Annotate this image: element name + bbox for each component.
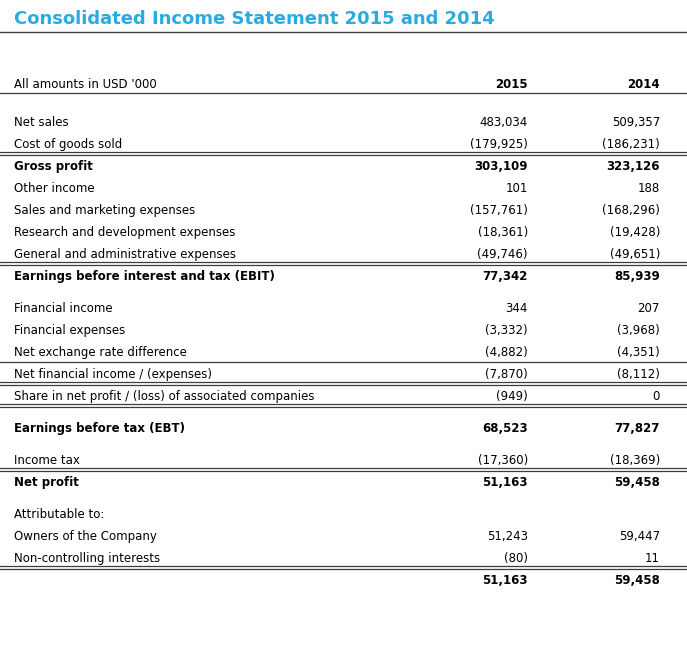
- Text: (17,360): (17,360): [477, 454, 528, 467]
- Text: 207: 207: [638, 302, 660, 315]
- Text: (7,870): (7,870): [485, 368, 528, 381]
- Text: (186,231): (186,231): [602, 138, 660, 151]
- Text: (8,112): (8,112): [617, 368, 660, 381]
- Text: 85,939: 85,939: [614, 270, 660, 283]
- Text: Sales and marketing expenses: Sales and marketing expenses: [14, 204, 195, 217]
- Text: (949): (949): [496, 390, 528, 403]
- Text: 509,357: 509,357: [611, 116, 660, 129]
- Text: (80): (80): [504, 552, 528, 565]
- Text: Attributable to:: Attributable to:: [14, 508, 104, 521]
- Text: (19,428): (19,428): [609, 226, 660, 239]
- Text: 483,034: 483,034: [480, 116, 528, 129]
- Text: 0: 0: [653, 390, 660, 403]
- Text: (49,746): (49,746): [477, 248, 528, 261]
- Text: 344: 344: [506, 302, 528, 315]
- Text: Cost of goods sold: Cost of goods sold: [14, 138, 122, 151]
- Text: Net profit: Net profit: [14, 476, 79, 489]
- Text: Other income: Other income: [14, 182, 95, 195]
- Text: (49,651): (49,651): [609, 248, 660, 261]
- Text: (3,968): (3,968): [617, 324, 660, 337]
- Text: Net exchange rate difference: Net exchange rate difference: [14, 346, 187, 359]
- Text: 2015: 2015: [495, 78, 528, 91]
- Text: 51,163: 51,163: [482, 574, 528, 587]
- Text: Gross profit: Gross profit: [14, 160, 93, 173]
- Text: Net financial income / (expenses): Net financial income / (expenses): [14, 368, 212, 381]
- Text: 101: 101: [506, 182, 528, 195]
- Text: 188: 188: [638, 182, 660, 195]
- Text: (157,761): (157,761): [470, 204, 528, 217]
- Text: Share in net profit / (loss) of associated companies: Share in net profit / (loss) of associat…: [14, 390, 315, 403]
- Text: Non-controlling interests: Non-controlling interests: [14, 552, 160, 565]
- Text: 51,243: 51,243: [487, 530, 528, 543]
- Text: (168,296): (168,296): [602, 204, 660, 217]
- Text: (3,332): (3,332): [486, 324, 528, 337]
- Text: 68,523: 68,523: [482, 422, 528, 435]
- Text: Income tax: Income tax: [14, 454, 80, 467]
- Text: (4,882): (4,882): [485, 346, 528, 359]
- Text: 59,447: 59,447: [619, 530, 660, 543]
- Text: Owners of the Company: Owners of the Company: [14, 530, 157, 543]
- Text: Consolidated Income Statement 2015 and 2014: Consolidated Income Statement 2015 and 2…: [14, 10, 495, 28]
- Text: Earnings before interest and tax (EBIT): Earnings before interest and tax (EBIT): [14, 270, 275, 283]
- Text: Financial income: Financial income: [14, 302, 113, 315]
- Text: (18,361): (18,361): [477, 226, 528, 239]
- Text: 323,126: 323,126: [607, 160, 660, 173]
- Text: 51,163: 51,163: [482, 476, 528, 489]
- Text: General and administrative expenses: General and administrative expenses: [14, 248, 236, 261]
- Text: Financial expenses: Financial expenses: [14, 324, 125, 337]
- Text: 59,458: 59,458: [614, 574, 660, 587]
- Text: (4,351): (4,351): [617, 346, 660, 359]
- Text: Research and development expenses: Research and development expenses: [14, 226, 236, 239]
- Text: 59,458: 59,458: [614, 476, 660, 489]
- Text: 11: 11: [645, 552, 660, 565]
- Text: 77,342: 77,342: [483, 270, 528, 283]
- Text: (18,369): (18,369): [610, 454, 660, 467]
- Text: (179,925): (179,925): [470, 138, 528, 151]
- Text: 2014: 2014: [627, 78, 660, 91]
- Text: Earnings before tax (EBT): Earnings before tax (EBT): [14, 422, 185, 435]
- Text: All amounts in USD '000: All amounts in USD '000: [14, 78, 157, 91]
- Text: Net sales: Net sales: [14, 116, 69, 129]
- Text: 303,109: 303,109: [475, 160, 528, 173]
- Text: 77,827: 77,827: [615, 422, 660, 435]
